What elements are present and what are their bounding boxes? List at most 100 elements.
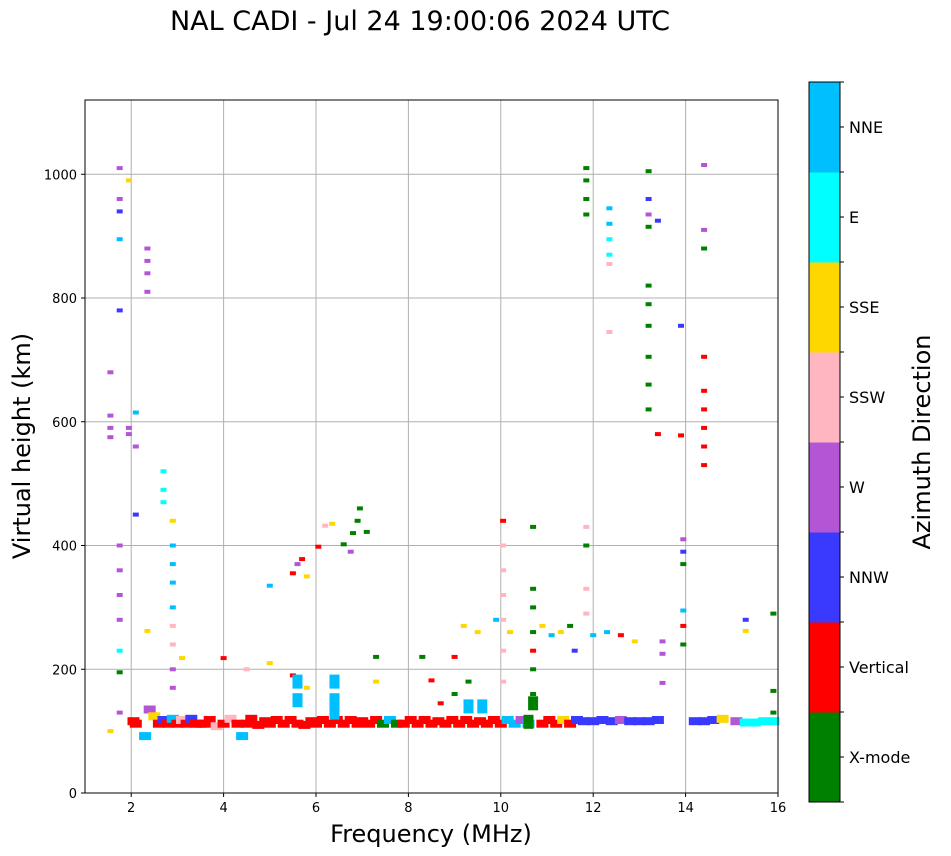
data-point: [350, 531, 356, 536]
data-point: [645, 323, 652, 328]
data-point: [315, 544, 322, 549]
data-point: [500, 617, 507, 622]
data-point: [132, 410, 139, 415]
data-point: [169, 580, 176, 585]
data-point: [624, 717, 637, 726]
data-point: [604, 630, 611, 635]
y-tick-label: 400: [52, 540, 77, 555]
data-point: [596, 716, 609, 724]
data-point: [329, 674, 340, 689]
data-point: [606, 252, 613, 257]
data-point: [515, 716, 528, 724]
data-point: [606, 237, 613, 242]
x-axis-label: Frequency (MHz): [330, 820, 532, 848]
data-point: [203, 716, 216, 724]
data-point: [107, 729, 114, 734]
colorbar-segment: [809, 712, 840, 803]
data-point: [284, 716, 297, 724]
data-point: [356, 506, 363, 511]
data-point: [748, 718, 761, 727]
data-point: [292, 674, 303, 689]
data-point: [116, 209, 123, 214]
data-point: [739, 718, 752, 727]
data-point: [370, 716, 383, 724]
data-point: [411, 719, 424, 728]
data-point: [220, 656, 227, 661]
data-point: [530, 630, 537, 635]
data-point: [701, 463, 708, 468]
data-point: [701, 407, 708, 412]
y-tick-label: 1000: [44, 168, 77, 183]
data-point: [347, 549, 354, 554]
data-point: [160, 487, 167, 492]
data-point: [701, 444, 708, 449]
data-point: [474, 630, 481, 635]
data-point: [240, 719, 253, 728]
data-point: [460, 623, 467, 628]
data-point: [143, 705, 156, 714]
data-point: [132, 444, 139, 449]
data-point: [651, 716, 664, 724]
x-tick-label: 10: [493, 801, 510, 816]
data-point: [292, 693, 303, 708]
data-point: [231, 719, 244, 728]
data-point: [116, 237, 123, 242]
colorbar-tick-label: SSE: [849, 298, 879, 317]
data-point: [329, 521, 336, 526]
data-point: [125, 178, 132, 183]
data-point: [217, 719, 230, 728]
y-tick-label: 0: [69, 787, 77, 802]
data-point: [169, 543, 176, 548]
data-point: [437, 701, 444, 706]
data-point: [548, 633, 555, 638]
data-point: [633, 717, 646, 726]
data-point: [169, 685, 176, 690]
data-point: [467, 719, 480, 728]
data-point: [606, 262, 613, 266]
data-point: [707, 716, 720, 724]
data-point: [645, 283, 652, 288]
data-point: [245, 714, 258, 723]
data-point: [631, 639, 638, 644]
data-point: [654, 432, 661, 437]
data-point: [567, 623, 574, 628]
data-point: [645, 197, 652, 201]
data-point: [583, 543, 590, 548]
colorbar-label: Azimuth Direction: [908, 335, 936, 550]
data-point: [243, 667, 250, 672]
data-point: [614, 716, 627, 724]
data-point: [107, 413, 114, 418]
data-point: [688, 717, 701, 726]
data-point: [578, 717, 590, 726]
data-point: [645, 354, 652, 359]
data-point: [680, 562, 687, 567]
y-tick-label: 800: [52, 292, 77, 307]
x-tick-label: 8: [404, 801, 412, 816]
data-point: [583, 197, 590, 201]
data-point: [701, 163, 708, 167]
data-point: [678, 433, 684, 438]
data-point: [543, 716, 556, 724]
colorbar: X-mode Vertical NNW W SSW SSE E NNE: [808, 81, 910, 803]
data-point: [539, 623, 546, 628]
data-point: [266, 661, 273, 666]
x-tick-label: 16: [770, 801, 787, 816]
colorbar-segment: [809, 532, 840, 623]
data-point: [132, 512, 139, 517]
colorbar-tick-label: SSW: [849, 388, 885, 407]
data-point: [303, 574, 310, 579]
data-point: [116, 617, 123, 622]
data-point: [323, 719, 336, 728]
data-point: [659, 639, 666, 644]
data-point: [500, 518, 507, 523]
data-point: [266, 583, 273, 588]
y-tick-label: 600: [52, 416, 77, 431]
data-point: [530, 667, 537, 672]
colorbar-frame: [808, 81, 841, 803]
data-point: [180, 719, 193, 728]
data-point: [680, 537, 687, 542]
data-point: [116, 593, 123, 597]
data-point: [373, 654, 380, 659]
data-point: [299, 557, 306, 562]
data-point: [530, 524, 537, 529]
